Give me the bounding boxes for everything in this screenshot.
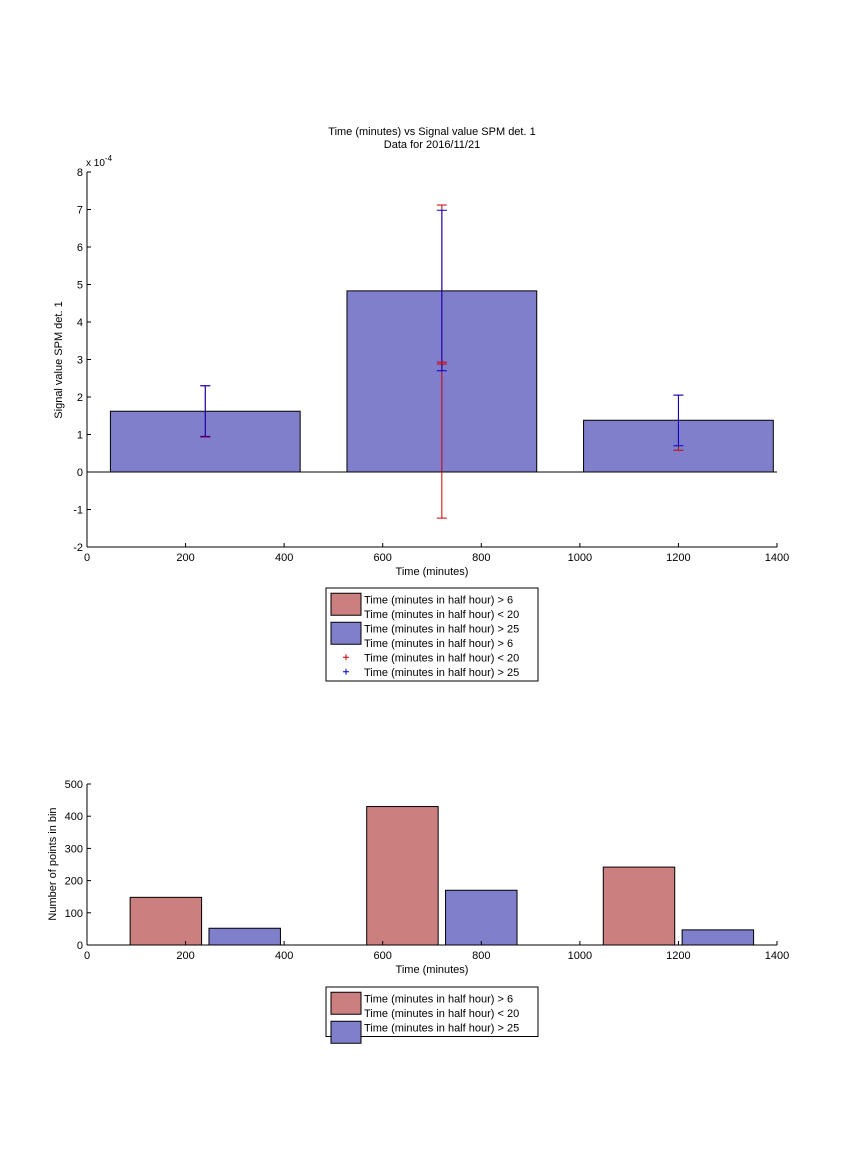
y-tick-label: 400 [65, 811, 83, 823]
legend-entry-label: Time (minutes in half hour) < 20 [364, 609, 519, 621]
x-tick-label: 400 [275, 950, 293, 962]
y-exponent-power: -4 [105, 154, 113, 163]
legend-entry-label: Time (minutes in half hour) > 6 [364, 993, 513, 1005]
signal-bars [87, 290, 777, 473]
y-tick-label: -1 [73, 505, 83, 517]
y-tick-label: 8 [77, 167, 83, 179]
count-bar [129, 896, 203, 946]
legend-entry-label: Time (minutes in half hour) > 25 [364, 667, 519, 679]
count-bar [681, 929, 755, 946]
x-tick-label: 600 [374, 950, 392, 962]
signal-axes: 0 200 400 600 800 1000 1200 1400 -2 -1 0 1 2 3 4 5 6 7 8 [73, 167, 789, 564]
x-tick-label: 600 [374, 552, 392, 564]
y-tick-label: 6 [77, 242, 83, 254]
legend-entry-label: Time (minutes in half hour) > 25 [364, 623, 519, 635]
count-bars [129, 806, 755, 946]
y-tick-label: 100 [65, 908, 83, 920]
legend-patch [330, 991, 362, 1015]
legend-patch [330, 1020, 362, 1044]
x-tick-label: 200 [176, 950, 194, 962]
y-tick-label: 200 [65, 876, 83, 888]
legend-patch [330, 592, 362, 616]
x-axis-label: Time (minutes) [396, 566, 469, 578]
count-bar [208, 927, 281, 946]
y-tick-label: 300 [65, 843, 83, 855]
x-tick-label: 1000 [568, 950, 592, 962]
x-tick-label: 1400 [765, 552, 789, 564]
y-tick-label: 0 [77, 467, 83, 479]
x-tick-label: 400 [275, 552, 293, 564]
count-legend: Time (minutes in half hour) > 6 Time (min… [325, 986, 539, 1044]
legend-entry-label: Time (minutes in half hour) > 25 [364, 1022, 519, 1034]
y-axis-label: Number of points in bin [47, 807, 59, 920]
x-tick-label: 1200 [666, 552, 690, 564]
signal-errorbars [200, 204, 684, 519]
x-tick-label: 800 [472, 552, 490, 564]
y-tick-label: 0 [77, 940, 83, 952]
count-bar [445, 889, 518, 946]
x-tick-label: 800 [472, 950, 490, 962]
y-tick-label: 5 [77, 280, 83, 292]
x-tick-label: 1200 [666, 950, 690, 962]
y-tick-label: 1 [77, 430, 83, 442]
signal-chart: Time (minutes) vs Signal value SPM det. … [53, 126, 789, 682]
x-tick-label: 0 [84, 552, 90, 564]
count-axes: 0 200 400 600 800 1000 1200 1400 0 100 200 300 400 50… [65, 779, 790, 962]
count-bar [602, 866, 676, 946]
legend-entry-label: Time (minutes in half hour) < 20 [364, 1008, 519, 1020]
legend-entry-label: Time (minutes in half hour) > 6 [364, 594, 513, 606]
legend-entry-label: Time (minutes in half hour) < 20 [364, 652, 519, 664]
y-tick-label: 4 [77, 317, 83, 329]
x-tick-label: 200 [176, 552, 194, 564]
y-tick-label: 3 [77, 355, 83, 367]
x-tick-label: 0 [84, 950, 90, 962]
y-exponent-label: x 10-4 [86, 154, 113, 169]
signal-legend: Time (minutes in half hour) > 6 Time (min… [325, 587, 539, 682]
legend-patch [330, 621, 362, 645]
chart-subtitle: Data for 2016/11/21 [384, 139, 480, 151]
legend-entry-label: Time (minutes in half hour) > 6 [364, 638, 513, 650]
count-bar [366, 806, 439, 946]
count-chart: 0 200 400 600 800 1000 1200 1400 0 100 200 300 400 50… [47, 779, 790, 1044]
y-tick-label: 500 [65, 779, 83, 791]
x-tick-label: 1400 [765, 950, 789, 962]
chart-title: Time (minutes) vs Signal value SPM det. … [328, 126, 535, 138]
y-tick-label: -2 [73, 542, 83, 554]
x-tick-label: 1000 [568, 552, 592, 564]
y-axis-label: Signal value SPM det. 1 [53, 301, 65, 418]
y-tick-label: 7 [77, 205, 83, 217]
y-tick-label: 2 [77, 392, 83, 404]
x-axis-label: Time (minutes) [396, 964, 469, 976]
